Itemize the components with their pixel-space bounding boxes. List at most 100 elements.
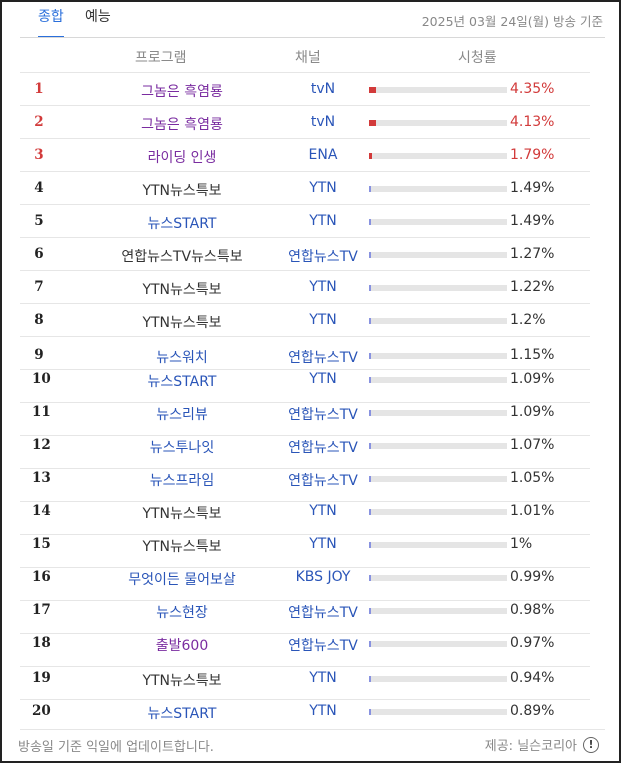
channel-link[interactable]: tvN bbox=[310, 114, 336, 130]
channel-link[interactable]: 연합뉴스TV bbox=[288, 638, 358, 654]
table-row[interactable]: 17 뉴스현장 연합뉴스TV 0.98% bbox=[20, 600, 590, 633]
rating-value: 0.94% bbox=[510, 670, 555, 686]
channel-link[interactable]: YTN bbox=[309, 703, 337, 719]
table-row[interactable]: 10 뉴스START YTN 1.09% bbox=[20, 369, 590, 402]
rating-bar-fill bbox=[369, 709, 371, 715]
rating-bar-fill bbox=[369, 318, 371, 324]
table-row[interactable]: 12 뉴스투나잇 연합뉴스TV 1.07% bbox=[20, 435, 590, 468]
channel-link[interactable]: 연합뉴스TV bbox=[288, 249, 358, 265]
rating-bar bbox=[369, 676, 507, 682]
rank-number: 7 bbox=[34, 279, 44, 295]
info-icon[interactable]: ! bbox=[583, 736, 599, 753]
channel-link[interactable]: 연합뉴스TV bbox=[288, 350, 358, 366]
channel-link[interactable]: YTN bbox=[309, 312, 337, 328]
table-row[interactable]: 20 뉴스START YTN 0.89% bbox=[20, 699, 590, 732]
table-row[interactable]: 9 뉴스워치 연합뉴스TV 1.15% bbox=[20, 336, 590, 369]
channel-link[interactable]: ENA bbox=[308, 147, 338, 163]
rating-value: 0.99% bbox=[510, 569, 555, 585]
program-link[interactable]: 뉴스프라임 bbox=[149, 473, 215, 489]
channel-link[interactable]: 연합뉴스TV bbox=[288, 605, 358, 621]
table-row[interactable]: 8 YTN뉴스특보 YTN 1.2% bbox=[20, 303, 590, 336]
channel-link[interactable]: YTN bbox=[309, 503, 337, 519]
table-row[interactable]: 19 YTN뉴스특보 YTN 0.94% bbox=[20, 666, 590, 699]
channel-link[interactable]: 연합뉴스TV bbox=[288, 473, 358, 489]
program-link[interactable]: 그놈은 흑염룡 bbox=[141, 84, 223, 100]
rank-number: 4 bbox=[34, 180, 44, 196]
channel-link[interactable]: YTN bbox=[309, 213, 337, 229]
channel-link[interactable]: 연합뉴스TV bbox=[288, 440, 358, 456]
rating-bar bbox=[369, 252, 507, 258]
rating-value: 0.97% bbox=[510, 635, 555, 651]
table-row[interactable]: 6 연합뉴스TV뉴스특보 연합뉴스TV 1.27% bbox=[20, 237, 590, 270]
program-link[interactable]: 출발600 bbox=[155, 638, 209, 654]
program-link[interactable]: YTN뉴스특보 bbox=[142, 183, 222, 199]
program-link[interactable]: 라이딩 인생 bbox=[147, 150, 217, 166]
rating-bar bbox=[369, 443, 507, 449]
program-link[interactable]: 그놈은 흑염룡 bbox=[141, 117, 223, 133]
table-row[interactable]: 16 무엇이든 물어보살 KBS JOY 0.99% bbox=[20, 567, 590, 600]
program-link[interactable]: 뉴스리뷰 bbox=[156, 407, 208, 423]
rating-value: 0.98% bbox=[510, 602, 555, 618]
program-link[interactable]: 뉴스START bbox=[147, 374, 217, 390]
program-link[interactable]: 뉴스현장 bbox=[156, 605, 208, 621]
rating-bar-fill bbox=[369, 153, 372, 159]
rating-bar bbox=[369, 219, 507, 225]
table-row[interactable]: 5 뉴스START YTN 1.49% bbox=[20, 204, 590, 237]
rank-number: 8 bbox=[34, 312, 44, 328]
rating-bar-fill bbox=[369, 219, 371, 225]
rating-bar bbox=[369, 709, 507, 715]
program-link[interactable]: YTN뉴스특보 bbox=[142, 282, 222, 298]
program-link[interactable]: YTN뉴스특보 bbox=[142, 315, 222, 331]
tab-entertainment[interactable]: 예능 bbox=[85, 9, 111, 25]
rating-bar-fill bbox=[369, 476, 371, 482]
program-link[interactable]: 뉴스START bbox=[147, 216, 217, 232]
table-row[interactable]: 18 출발600 연합뉴스TV 0.97% bbox=[20, 633, 590, 666]
table-row[interactable]: 15 YTN뉴스특보 YTN 1% bbox=[20, 534, 590, 567]
channel-link[interactable]: KBS JOY bbox=[295, 569, 351, 585]
rating-bar bbox=[369, 509, 507, 515]
channel-link[interactable]: YTN bbox=[309, 279, 337, 295]
rating-value: 1.79% bbox=[510, 147, 555, 163]
program-link[interactable]: 뉴스워치 bbox=[156, 350, 208, 366]
program-link[interactable]: YTN뉴스특보 bbox=[142, 506, 222, 522]
rank-number: 5 bbox=[34, 213, 44, 229]
rating-value: 1.01% bbox=[510, 503, 555, 519]
table-row[interactable]: 4 YTN뉴스특보 YTN 1.49% bbox=[20, 171, 590, 204]
table-row[interactable]: 2 그놈은 흑염룡 tvN 4.13% bbox=[20, 105, 590, 138]
rating-value: 4.13% bbox=[510, 114, 555, 130]
table-row[interactable]: 14 YTN뉴스특보 YTN 1.01% bbox=[20, 501, 590, 534]
channel-link[interactable]: YTN bbox=[309, 371, 337, 387]
rating-value: 1.27% bbox=[510, 246, 555, 262]
program-link[interactable]: 무엇이든 물어보살 bbox=[128, 572, 236, 588]
rating-value: 1.05% bbox=[510, 470, 555, 486]
channel-link[interactable]: 연합뉴스TV bbox=[288, 407, 358, 423]
table-row[interactable]: 3 라이딩 인생 ENA 1.79% bbox=[20, 138, 590, 171]
program-link[interactable]: 연합뉴스TV뉴스특보 bbox=[121, 249, 243, 265]
rating-value: 1.22% bbox=[510, 279, 555, 295]
program-link[interactable]: YTN뉴스특보 bbox=[142, 539, 222, 555]
tab-overall[interactable]: 종합 bbox=[38, 8, 64, 38]
table-row[interactable]: 13 뉴스프라임 연합뉴스TV 1.05% bbox=[20, 468, 590, 501]
rating-bar-fill bbox=[369, 676, 371, 682]
rating-bar bbox=[369, 476, 507, 482]
rating-bar bbox=[369, 542, 507, 548]
rating-bar-fill bbox=[369, 542, 371, 548]
program-link[interactable]: YTN뉴스특보 bbox=[142, 673, 222, 689]
channel-link[interactable]: YTN bbox=[309, 180, 337, 196]
channel-link[interactable]: YTN bbox=[309, 670, 337, 686]
rank-number: 9 bbox=[34, 347, 44, 363]
table-row[interactable]: 1 그놈은 흑염룡 tvN 4.35% bbox=[20, 72, 590, 105]
program-link[interactable]: 뉴스START bbox=[147, 706, 217, 722]
rank-number: 1 bbox=[34, 81, 44, 97]
table-row[interactable]: 11 뉴스리뷰 연합뉴스TV 1.09% bbox=[20, 402, 590, 435]
rating-bar bbox=[369, 120, 507, 126]
rank-number: 3 bbox=[34, 147, 44, 163]
program-link[interactable]: 뉴스투나잇 bbox=[149, 440, 215, 456]
rank-number: 13 bbox=[32, 470, 51, 486]
rating-bar bbox=[369, 641, 507, 647]
rank-number: 10 bbox=[32, 371, 51, 387]
channel-link[interactable]: YTN bbox=[309, 536, 337, 552]
table-row[interactable]: 7 YTN뉴스특보 YTN 1.22% bbox=[20, 270, 590, 303]
rating-value: 1.49% bbox=[510, 180, 555, 196]
channel-link[interactable]: tvN bbox=[310, 81, 336, 97]
